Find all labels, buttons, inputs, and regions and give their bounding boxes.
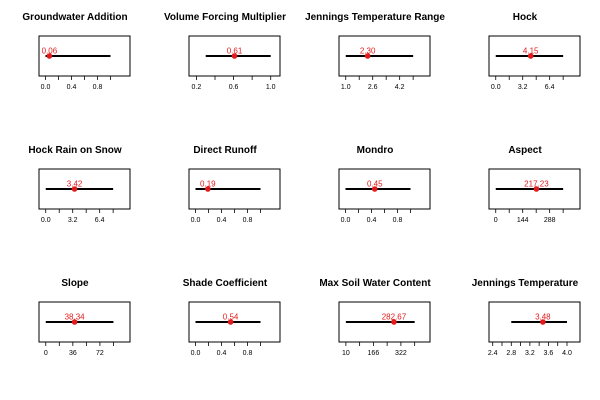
value-point xyxy=(71,319,78,325)
chart-plot: 0.0 3.2 6.4 4.15 xyxy=(488,35,581,91)
chart-plot: 10 166 322 282.67 xyxy=(338,301,431,357)
x-tick-label: 0 xyxy=(494,217,498,224)
chart-title: Shade Coefficient xyxy=(182,278,268,289)
x-tick-label: 0.4 xyxy=(217,217,227,224)
chart-plot: 2.4 2.8 3.2 3.6 4.0 3.48 xyxy=(488,301,581,357)
x-tick-label: 2.8 xyxy=(506,350,516,357)
chart-plot: 0 144 288 217.23 xyxy=(488,168,581,224)
chart-panel: Jennings Temperature Range 1.0 2.6 4.2 2.30 xyxy=(300,0,450,133)
chart-title: Groundwater Addition xyxy=(22,12,128,23)
chart-panel: Jennings Temperature 2.4 2.8 3.2 3.6 4.0 3.48 xyxy=(450,266,600,399)
chart-panel: Volume Forcing Multiplier 0.2 0.6 1.0 0.61 xyxy=(150,0,300,133)
chart-plot: 0.0 3.2 6.4 3.42 xyxy=(38,168,131,224)
chart-title: Max Soil Water Content xyxy=(319,278,431,289)
value-label: 0.54 xyxy=(223,313,239,322)
chart-panel: Shade Coefficient 0.0 0.4 0.8 0.54 xyxy=(150,266,300,399)
chart-plot: 0.0 0.4 0.8 0.19 xyxy=(188,168,281,224)
x-tick-label: 3.6 xyxy=(544,350,554,357)
x-tick-label: 36 xyxy=(69,350,77,357)
x-tick-label: 0.8 xyxy=(93,84,103,91)
chart-panel: Slope 0 36 72 38.34 xyxy=(0,266,150,399)
chart-plot: 0.0 0.4 0.8 0.54 xyxy=(188,301,281,357)
x-tick-label: 3.2 xyxy=(518,84,528,91)
chart-panel: Groundwater Addition 0.0 0.4 0.8 0.06 xyxy=(0,0,150,133)
x-tick-label: 0.4 xyxy=(67,84,77,91)
x-tick-label: 0.0 xyxy=(191,217,201,224)
x-tick-label: 0.0 xyxy=(491,84,501,91)
chart-panel: Direct Runoff 0.0 0.4 0.8 0.19 xyxy=(150,133,300,266)
x-tick-label: 0.0 xyxy=(41,84,51,91)
chart-panel: Max Soil Water Content 10 166 322 282.67 xyxy=(300,266,450,399)
x-tick-label: 6.4 xyxy=(545,84,555,91)
chart-plot: 0.0 0.4 0.8 0.45 xyxy=(338,168,431,224)
value-label: 217.23 xyxy=(524,180,549,189)
x-tick-label: 10 xyxy=(342,350,350,357)
x-tick-label: 0.8 xyxy=(243,350,253,357)
chart-title: Slope xyxy=(61,278,89,289)
value-point xyxy=(231,53,238,59)
value-label: 0.06 xyxy=(42,47,58,56)
x-tick-label: 3.2 xyxy=(68,217,78,224)
value-label: 0.61 xyxy=(227,47,243,56)
chart-plot: 1.0 2.6 4.2 2.30 xyxy=(338,35,431,91)
chart-plot: 0 36 72 38.34 xyxy=(38,301,131,357)
value-label: 0.45 xyxy=(367,180,383,189)
value-point xyxy=(391,319,397,325)
chart-panel: Mondro 0.0 0.4 0.8 0.45 xyxy=(300,133,450,266)
x-tick-label: 0.8 xyxy=(243,217,253,224)
x-tick-label: 1.0 xyxy=(266,84,276,91)
value-point xyxy=(46,53,53,59)
x-tick-label: 0.4 xyxy=(217,350,227,357)
value-label: 0.19 xyxy=(200,180,216,189)
value-label: 4.15 xyxy=(523,47,539,56)
chart-plot: 0.2 0.6 1.0 0.61 xyxy=(188,35,281,91)
x-tick-label: 322 xyxy=(395,350,407,357)
x-tick-label: 0.0 xyxy=(191,350,201,357)
value-point xyxy=(540,319,546,325)
x-tick-label: 3.2 xyxy=(525,350,535,357)
value-point xyxy=(527,53,534,59)
value-point xyxy=(371,186,378,192)
chart-title: Hock xyxy=(512,12,538,23)
chart-title: Aspect xyxy=(508,145,542,156)
chart-panel: Hock 0.0 3.2 6.4 4.15 xyxy=(450,0,600,133)
x-tick-label: 166 xyxy=(368,350,380,357)
x-tick-label: 0.6 xyxy=(229,84,239,91)
x-tick-label: 0.0 xyxy=(341,217,351,224)
x-tick-label: 1.0 xyxy=(341,84,351,91)
x-tick-label: 6.4 xyxy=(95,217,105,224)
value-label: 3.42 xyxy=(67,180,83,189)
chart-title: Mondro xyxy=(356,145,394,156)
chart-panel: Hock Rain on Snow 0.0 3.2 6.4 3.42 xyxy=(0,133,150,266)
value-point xyxy=(71,186,78,192)
x-tick-label: 0.2 xyxy=(192,84,202,91)
x-tick-label: 4.0 xyxy=(562,350,572,357)
chart-title: Hock Rain on Snow xyxy=(28,145,122,156)
value-point xyxy=(364,53,371,59)
x-tick-label: 0.0 xyxy=(41,217,51,224)
chart-title: Direct Runoff xyxy=(193,145,257,156)
x-tick-label: 144 xyxy=(517,217,529,224)
value-label: 2.30 xyxy=(360,47,376,56)
chart-panel: Aspect 0 144 288 217.23 xyxy=(450,133,600,266)
x-tick-label: 4.2 xyxy=(395,84,405,91)
x-tick-label: 2.6 xyxy=(368,84,378,91)
value-label: 3.48 xyxy=(535,313,551,322)
chart-title: Volume Forcing Multiplier xyxy=(163,12,287,23)
value-label: 282.67 xyxy=(382,313,407,322)
value-label: 38.34 xyxy=(65,313,86,322)
x-tick-label: 0 xyxy=(44,350,48,357)
x-tick-label: 0.4 xyxy=(367,217,377,224)
x-tick-label: 0.8 xyxy=(393,217,403,224)
chart-plot: 0.0 0.4 0.8 0.06 xyxy=(38,35,131,91)
value-point xyxy=(227,319,234,325)
x-tick-label: 288 xyxy=(544,217,556,224)
x-tick-label: 2.4 xyxy=(488,350,498,357)
chart-title: Jennings Temperature xyxy=(471,278,579,289)
value-point xyxy=(205,186,211,192)
value-point xyxy=(533,186,540,192)
chart-title: Jennings Temperature Range xyxy=(305,12,445,23)
x-tick-label: 72 xyxy=(96,350,104,357)
